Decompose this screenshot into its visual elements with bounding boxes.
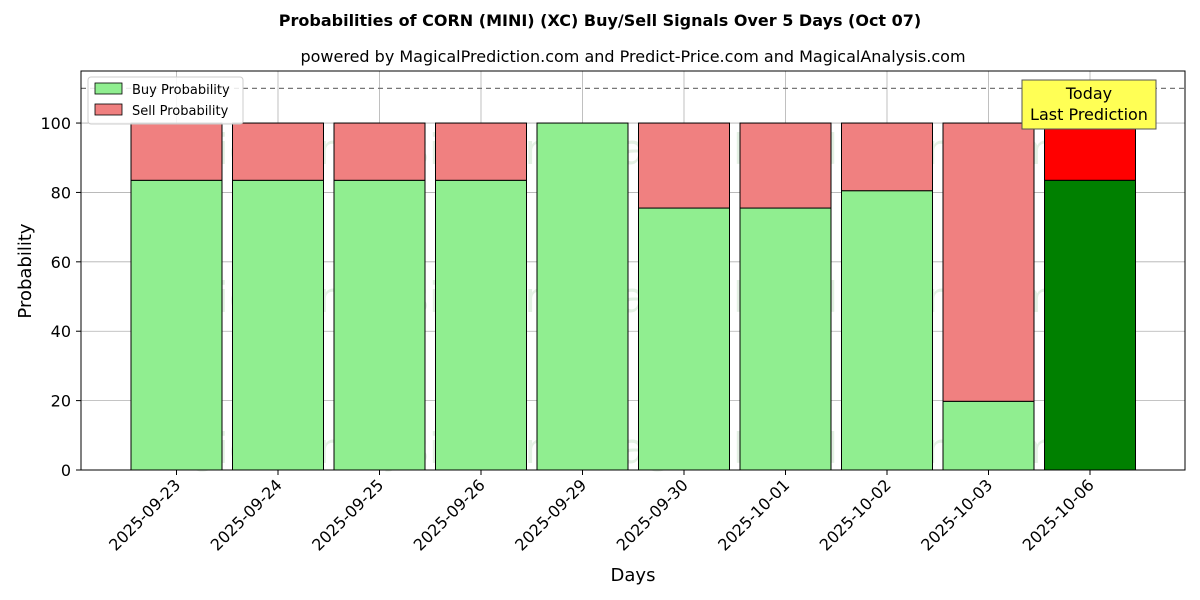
today-annotation: Today Last Prediction — [1021, 79, 1157, 130]
x-tick-label: 2025-10-06 — [1019, 475, 1098, 554]
bar-buy — [841, 190, 933, 471]
bar-sell — [435, 122, 527, 181]
y-tick-label: 20 — [51, 392, 71, 411]
bar-sell — [638, 122, 730, 209]
bar-buy — [333, 179, 426, 471]
bar-buy — [130, 179, 223, 471]
bar-sell — [1044, 122, 1136, 181]
bar-buy — [536, 122, 629, 471]
bar-sell — [942, 122, 1035, 402]
annotation-box — [1021, 79, 1157, 130]
annotation-line1: Today — [1065, 84, 1112, 103]
legend-label-buy: Buy Probability — [132, 83, 230, 98]
y-tick-label: 0 — [61, 461, 71, 480]
x-tick-label: 2025-09-23 — [105, 475, 184, 554]
bar-buy — [1044, 179, 1136, 471]
legend-swatch-sell — [94, 103, 123, 116]
x-tick-label: 2025-09-26 — [410, 475, 489, 554]
bar-sell — [739, 122, 832, 209]
y-tick-label: 80 — [51, 183, 71, 202]
annotation-line2: Last Prediction — [1030, 105, 1148, 124]
bar-layer — [81, 87, 1185, 471]
bar-buy — [435, 179, 527, 471]
y-tick-label: 100 — [40, 114, 71, 133]
x-tick-label: 2025-09-25 — [308, 475, 387, 554]
bar-sell — [232, 122, 324, 181]
bar-buy — [232, 179, 324, 471]
x-axis-label: Days — [611, 565, 656, 586]
legend-label-sell: Sell Probability — [132, 104, 229, 119]
plot-frame — [80, 70, 1186, 471]
bar-buy — [739, 207, 832, 471]
bar-sell — [130, 122, 223, 181]
x-tick-label: 2025-10-02 — [816, 475, 895, 554]
x-tick-label: 2025-09-30 — [613, 475, 692, 554]
bar-buy — [638, 207, 730, 471]
bar-sell — [333, 122, 426, 181]
x-tick-label: 2025-09-24 — [207, 475, 286, 554]
x-tick-label: 2025-10-03 — [917, 475, 996, 554]
chart-subtitle: powered by MagicalPrediction.com and Pre… — [300, 47, 965, 66]
bar-buy — [942, 400, 1035, 471]
x-tick-label: 2025-09-29 — [511, 475, 590, 554]
y-axis-label: Probability — [15, 223, 36, 318]
x-tick-label: 2025-10-01 — [714, 475, 793, 554]
y-tick-label: 40 — [51, 322, 71, 341]
legend-frame — [87, 76, 244, 125]
legend-swatch-buy — [94, 82, 123, 95]
bar-sell — [841, 122, 933, 192]
y-tick-label: 60 — [51, 253, 71, 272]
legend: Buy Probability Sell Probability — [87, 76, 244, 125]
chart-title: Probabilities of CORN (MINI) (XC) Buy/Se… — [279, 11, 921, 30]
